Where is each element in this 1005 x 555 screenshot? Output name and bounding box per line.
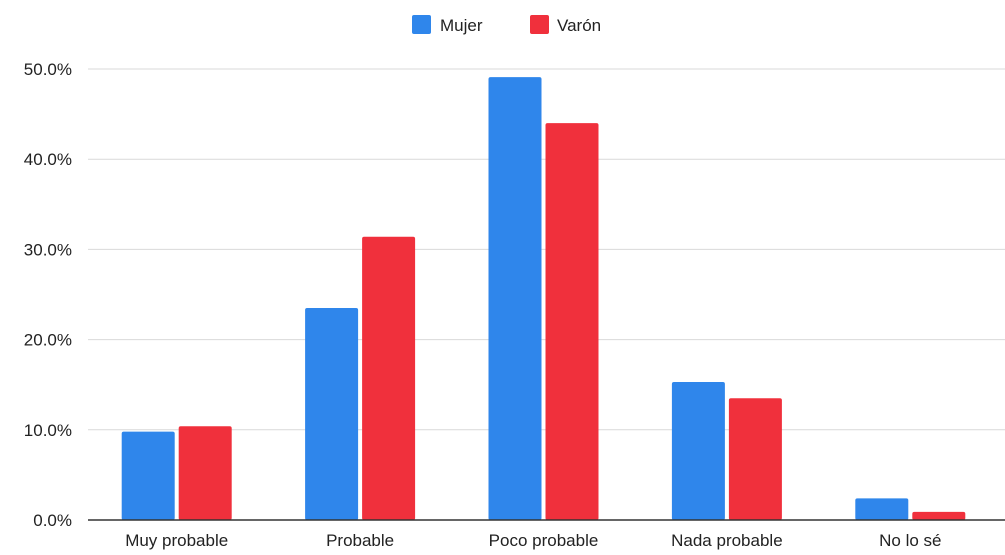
- y-tick-label: 0.0%: [33, 511, 72, 530]
- bar-mujer: [121, 431, 175, 520]
- bar-varon: [912, 511, 966, 520]
- y-tick-label: 10.0%: [24, 421, 72, 440]
- bar-varon: [728, 398, 782, 520]
- bar-mujer: [488, 77, 542, 521]
- bar-mujer: [671, 381, 725, 520]
- bar-varon: [545, 123, 599, 521]
- legend: Mujer Varón: [412, 15, 601, 35]
- legend-label: Varón: [557, 16, 601, 35]
- x-tick-label: No lo sé: [879, 531, 941, 550]
- y-tick-label: 30.0%: [24, 240, 72, 259]
- bar-varon: [178, 426, 232, 520]
- y-tick-label: 50.0%: [24, 60, 72, 79]
- x-tick-label: Muy probable: [125, 531, 228, 550]
- axes: 0.0% 10.0% 20.0% 30.0% 40.0% 50.0% Muy probabl…: [24, 60, 1005, 550]
- legend-label: Mujer: [440, 16, 483, 35]
- y-tick-label: 20.0%: [24, 331, 72, 350]
- bar-mujer: [855, 498, 909, 520]
- x-tick-label: Probable: [326, 531, 394, 550]
- x-tick-label: Poco probable: [489, 531, 599, 550]
- bar-mujer: [305, 308, 359, 520]
- x-tick-label: Nada probable: [671, 531, 783, 550]
- bar-varon: [362, 236, 416, 520]
- bars: [121, 77, 966, 521]
- legend-swatch-varon: [530, 15, 549, 34]
- legend-swatch-mujer: [412, 15, 431, 34]
- y-tick-label: 40.0%: [24, 150, 72, 169]
